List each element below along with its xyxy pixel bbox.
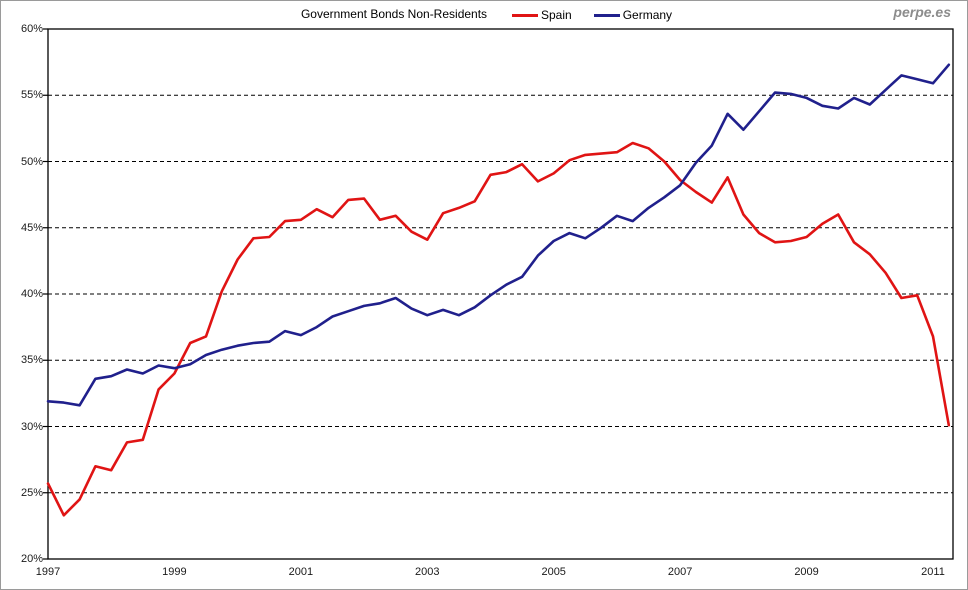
x-axis-label-2003: 2003 bbox=[415, 566, 440, 578]
x-axis-label-1997: 1997 bbox=[35, 566, 61, 578]
y-axis-label-30: 30% bbox=[20, 420, 43, 433]
germany-series-line bbox=[46, 63, 951, 407]
perpe-es-watermark: perpe.es bbox=[893, 4, 951, 20]
x-axis-label-2007: 2007 bbox=[667, 566, 693, 578]
y-axis-label-60: 60% bbox=[20, 23, 43, 35]
spain-series-line bbox=[46, 141, 951, 517]
chart-title: Government Bonds Non-Residents bbox=[300, 7, 488, 21]
y-axis-label-40: 40% bbox=[20, 288, 43, 300]
legend-label-spain: Spain bbox=[541, 8, 572, 22]
x-axis-label-2009: 2009 bbox=[794, 566, 819, 578]
x-axis-label-1999: 1999 bbox=[162, 566, 187, 578]
spain-line-sample bbox=[512, 13, 538, 17]
x-axis-label-2001: 2001 bbox=[288, 566, 314, 578]
germany-line-sample bbox=[593, 13, 620, 17]
legend-label-germany: Germany bbox=[622, 8, 673, 22]
y-axis-label-45: 45% bbox=[20, 221, 43, 234]
y-axis-label-35: 35% bbox=[20, 354, 43, 367]
y-axis-label-25: 25% bbox=[20, 486, 43, 499]
chart-legend: Spain Germany bbox=[512, 7, 694, 23]
plot-frame bbox=[47, 28, 954, 560]
legend-item-spain: Spain bbox=[512, 8, 572, 22]
x-axis-label-2011: 2011 bbox=[921, 566, 945, 578]
y-axis-label-20: 20% bbox=[20, 553, 43, 565]
legend-item-germany: Germany bbox=[593, 8, 673, 22]
x-axis-label-2005: 2005 bbox=[541, 566, 566, 578]
y-axis-label-50: 50% bbox=[20, 155, 43, 168]
y-axis-label-55: 55% bbox=[20, 89, 43, 102]
